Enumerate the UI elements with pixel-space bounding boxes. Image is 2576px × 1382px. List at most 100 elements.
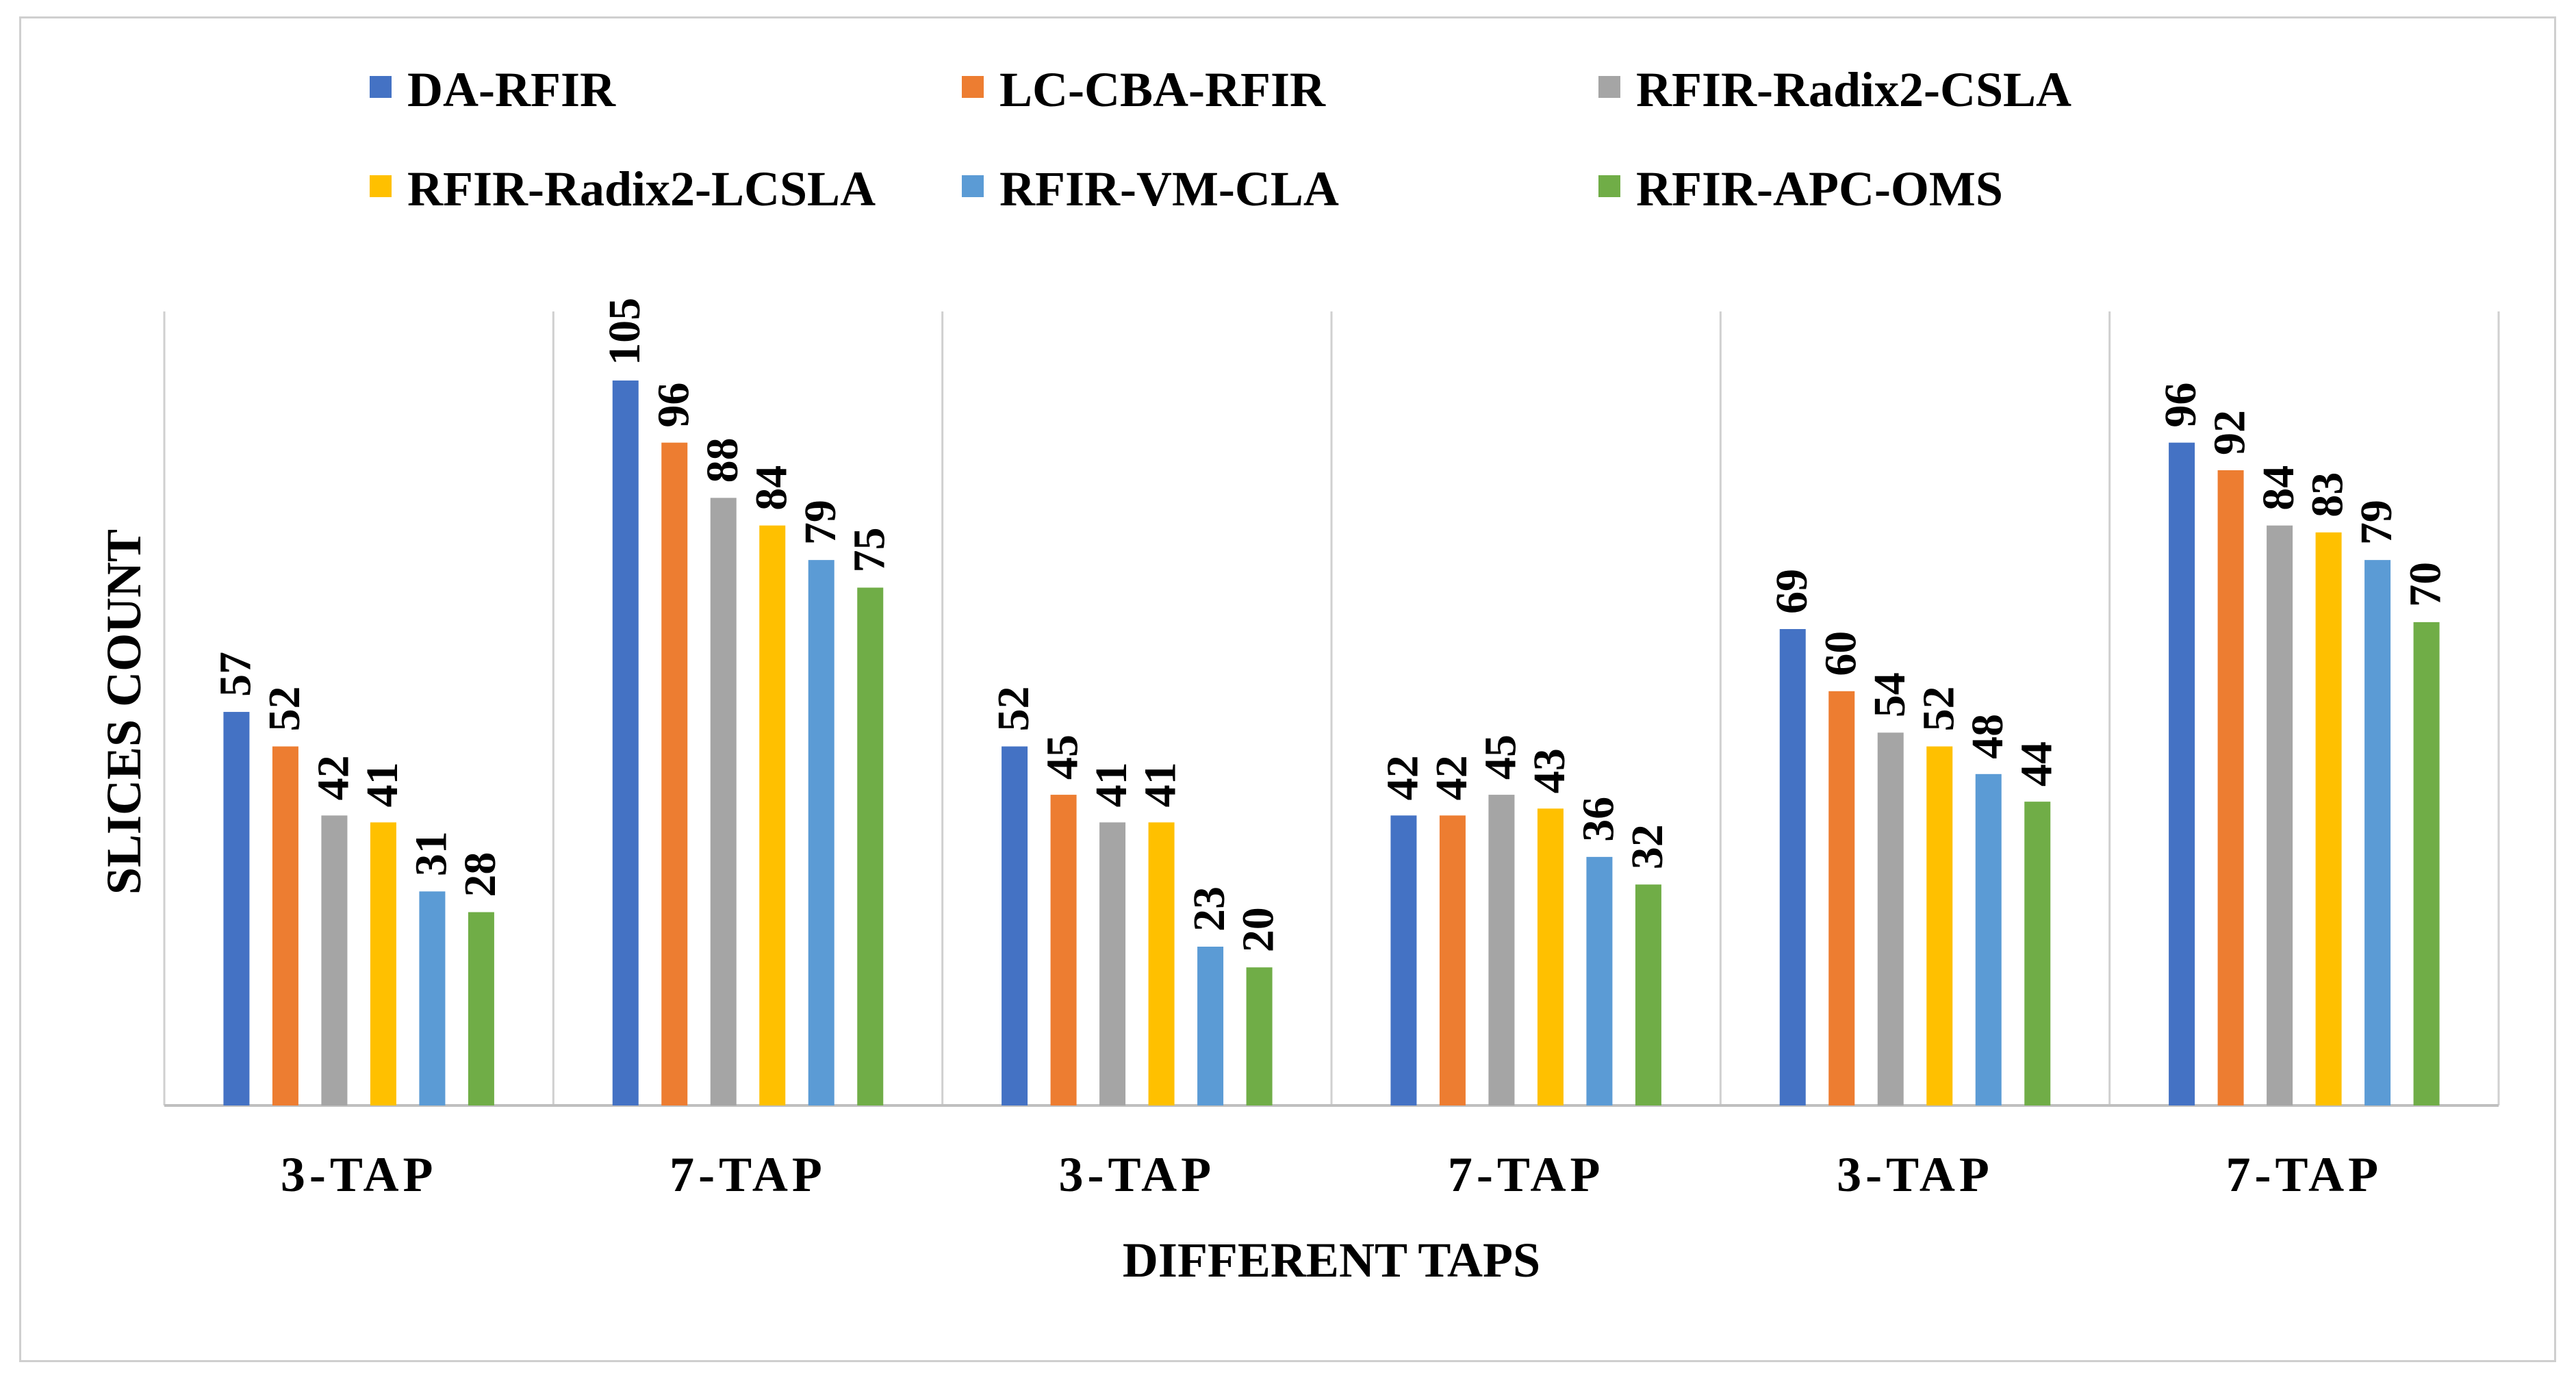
data-label: 23 (1184, 886, 1234, 932)
data-label: 41 (1136, 762, 1186, 807)
data-label: 44 (2011, 741, 2061, 786)
data-label: 41 (357, 762, 407, 807)
bar (2364, 560, 2391, 1105)
bar (1439, 815, 1466, 1105)
bar (321, 815, 348, 1105)
bar (1975, 773, 2002, 1105)
legend-label: RFIR-Radix2-CSLA (1636, 62, 2071, 117)
bar (223, 712, 250, 1105)
bar (1877, 732, 1904, 1105)
data-label: 79 (795, 500, 845, 545)
bar (759, 525, 786, 1105)
data-label: 52 (1913, 686, 1963, 731)
bar (1779, 629, 1806, 1105)
bar (612, 380, 639, 1105)
bar (1246, 967, 1273, 1105)
bar (661, 442, 688, 1105)
legend-swatch (370, 76, 392, 98)
legend-item: LC-CBA-RFIR (962, 62, 1326, 117)
chart-frame (19, 16, 2556, 1362)
legend-label: LC-CBA-RFIR (999, 62, 1326, 117)
data-label: 83 (2303, 472, 2353, 517)
legend-item: RFIR-VM-CLA (962, 162, 1339, 216)
bar (370, 822, 396, 1105)
data-label: 42 (308, 755, 358, 800)
bars (223, 380, 2440, 1105)
bar (272, 746, 298, 1105)
x-tick-label: 3-TAP (1837, 1147, 1993, 1202)
bar (1488, 795, 1515, 1105)
x-axis-title: DIFFERENT TAPS (1123, 1233, 1540, 1288)
data-label: 52 (989, 686, 1038, 731)
data-label: 20 (1234, 907, 1284, 952)
legend-item: RFIR-Radix2-CSLA (1598, 62, 2071, 117)
bar (1828, 691, 1855, 1105)
data-label: 52 (259, 686, 309, 731)
x-tick-label: 3-TAP (281, 1147, 437, 1202)
bar (2315, 532, 2342, 1105)
data-label: 45 (1038, 734, 1088, 780)
data-label: 88 (698, 437, 748, 483)
bar (857, 587, 884, 1105)
bar (1050, 795, 1077, 1105)
data-label: 42 (1377, 755, 1427, 800)
legend-label: RFIR-VM-CLA (999, 162, 1339, 216)
legend-swatch (962, 76, 984, 98)
bar (1635, 884, 1661, 1105)
bar (1099, 822, 1126, 1105)
data-label: 96 (648, 383, 698, 428)
data-label: 32 (1622, 824, 1672, 869)
data-labels: 5752424131281059688847975524541412320424… (210, 298, 2450, 952)
category-separators (163, 311, 2500, 1105)
data-label: 96 (2156, 383, 2206, 428)
data-label: 57 (210, 652, 260, 697)
data-label: 84 (2254, 465, 2304, 511)
legend-label: DA-RFIR (407, 62, 616, 117)
bar (2267, 525, 2293, 1105)
data-label: 69 (1767, 569, 1817, 614)
bar (2413, 622, 2440, 1105)
legend-item: RFIR-APC-OMS (1598, 162, 2003, 216)
bar (1537, 808, 1564, 1105)
x-tick-label: 3-TAP (1059, 1147, 1216, 1202)
data-label: 79 (2351, 500, 2401, 545)
bar (2024, 802, 2051, 1105)
data-label: 84 (746, 465, 796, 511)
bar (1002, 746, 1028, 1105)
bar (2169, 442, 2195, 1105)
data-label: 41 (1086, 762, 1136, 807)
bar (710, 498, 737, 1105)
data-label: 105 (600, 298, 650, 366)
bar (1390, 815, 1417, 1105)
legend-swatch (1598, 175, 1620, 197)
legend-swatch (370, 175, 392, 197)
data-label: 48 (1963, 714, 2013, 759)
data-label: 42 (1427, 755, 1477, 800)
x-tick-labels: 3-TAP 7-TAP 3-TAP 7-TAP 3-TAP 7-TAP (281, 1147, 2383, 1202)
data-label: 36 (1573, 797, 1623, 842)
legend-label: RFIR-APC-OMS (1636, 162, 2003, 216)
data-label: 43 (1525, 748, 1574, 793)
bar (468, 912, 494, 1105)
bar (419, 891, 446, 1105)
bar (1197, 947, 1224, 1105)
legend-label: RFIR-Radix2-LCSLA (407, 162, 876, 216)
legend-item: DA-RFIR (370, 62, 616, 117)
legend: DA-RFIR LC-CBA-RFIR RFIR-Radix2-CSLA RFIR-R… (370, 62, 2071, 216)
data-label: 70 (2401, 562, 2451, 607)
data-label: 75 (844, 527, 894, 572)
data-label: 31 (406, 831, 456, 876)
data-label: 45 (1475, 734, 1525, 780)
data-label: 54 (1865, 672, 1915, 717)
data-label: 28 (455, 852, 505, 897)
legend-item: RFIR-Radix2-LCSLA (370, 162, 876, 216)
y-axis-title: SLICES COUNT (97, 529, 151, 895)
bar (1148, 822, 1175, 1105)
data-label: 60 (1815, 631, 1865, 676)
bar (1586, 856, 1613, 1105)
data-label: 92 (2205, 410, 2255, 455)
x-tick-label: 7-TAP (2226, 1147, 2383, 1202)
x-tick-label: 7-TAP (1448, 1147, 1605, 1202)
legend-swatch (1598, 76, 1620, 98)
